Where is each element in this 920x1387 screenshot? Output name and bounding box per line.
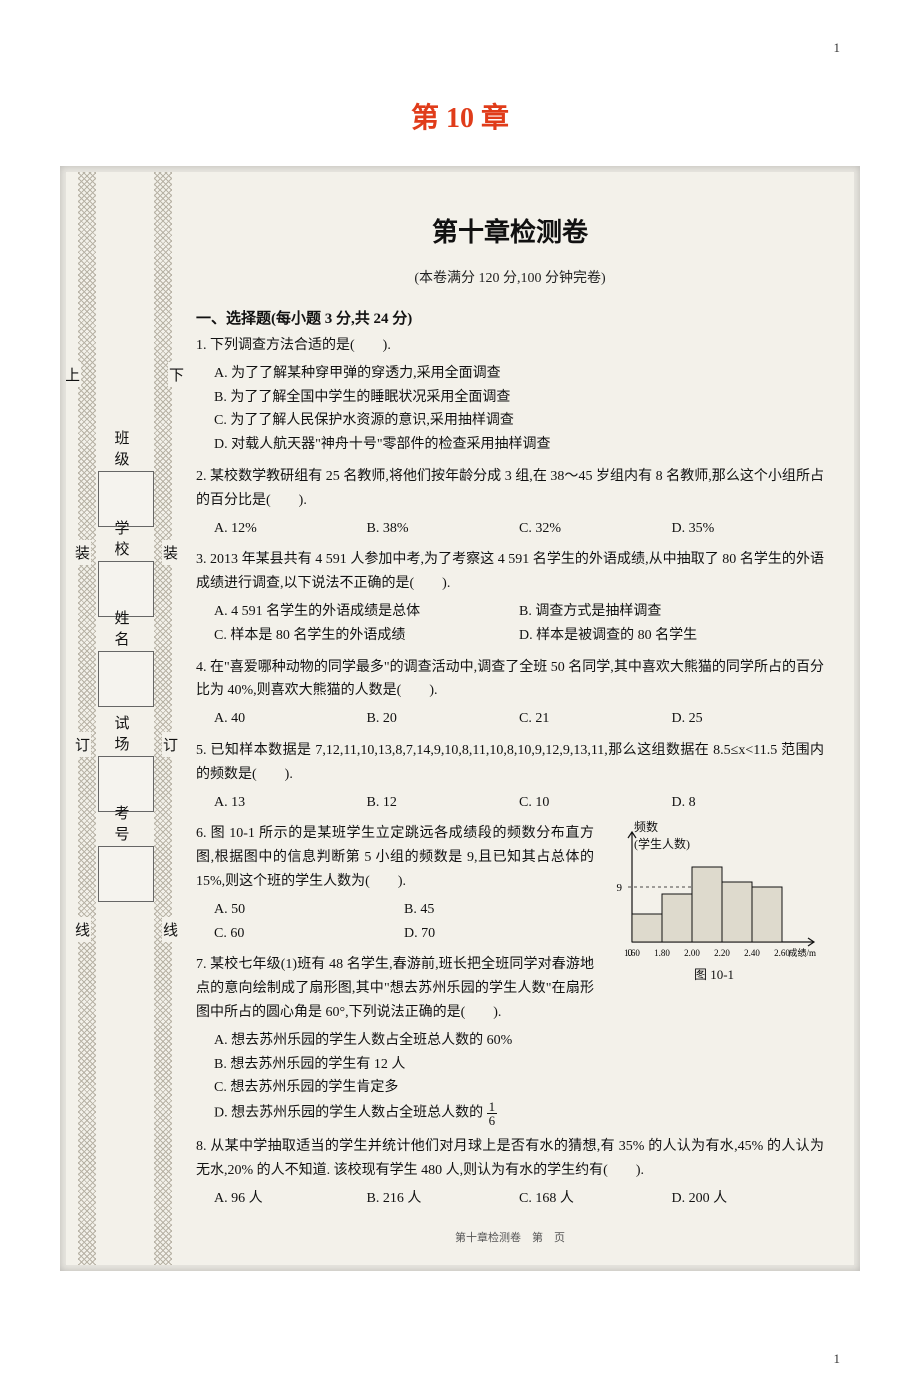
q5-opt-c: C. 10 (519, 791, 672, 815)
box-group: 班 级 (98, 427, 154, 527)
q8-stem: 8. 从某中学抽取适当的学生并统计他们对月球上是否有水的猜想,有 35% 的人认… (196, 1135, 824, 1183)
exam-subtitle: (本卷满分 120 分,100 分钟完卷) (196, 267, 824, 287)
q4-opt-a: A. 40 (214, 707, 367, 731)
q3-opt-a: A. 4 591 名学生的外语成绩是总体 (214, 600, 519, 624)
q3-opt-b: B. 调查方式是抽样调查 (519, 600, 824, 624)
q7-opt-b: B. 想去苏州乐园的学生有 12 人 (214, 1053, 824, 1077)
q1-opt-b: B. 为了了解全国中学生的睡眠状况采用全面调查 (214, 386, 824, 410)
q7-opt-c: C. 想去苏州乐园的学生肯定多 (214, 1076, 824, 1100)
q7-opt-a: A. 想去苏州乐园的学生人数占全班总人数的 60% (214, 1029, 824, 1053)
histogram-chart: 频数 (学生人数) 9 0 1.601.802.002.202.402.60成绩… (604, 822, 824, 987)
q4-stem: 4. 在"喜爱哪种动物的同学最多"的调查活动中,调查了全班 50 名同学,其中喜… (196, 656, 824, 704)
vert-char: 装 (74, 540, 91, 565)
svg-text:1.60: 1.60 (624, 948, 640, 958)
section-1-heading: 一、选择题(每小题 3 分,共 24 分) (196, 307, 824, 328)
vert-char: 装 (162, 540, 179, 565)
input-box (98, 651, 154, 707)
q5-stem: 5. 已知样本数据是 7,12,11,10,13,8,7,14,9,10,8,1… (196, 739, 824, 787)
q5-options: A. 13 B. 12 C. 10 D. 8 (196, 791, 824, 815)
q1-opt-a: A. 为了了解某种穿甲弹的穿透力,采用全面调查 (214, 362, 824, 386)
svg-text:成绩/m: 成绩/m (788, 947, 816, 958)
box-group: 考 号 (98, 802, 154, 902)
q4-opt-b: B. 20 (367, 707, 520, 731)
vert-char: 线 (162, 917, 179, 942)
chart-caption: 图 10-1 (604, 964, 824, 983)
scan-wrap: 上 下 装 装 订 订 线 线 班 级 学 校 姓 名 (60, 166, 860, 1271)
q7-options: A. 想去苏州乐园的学生人数占全班总人数的 60% B. 想去苏州乐园的学生有 … (196, 1029, 824, 1127)
q7-opt-d: D. 想去苏州乐园的学生人数占全班总人数的 1 6 (214, 1100, 824, 1127)
footer-text: 第十章检测卷 第 页 (196, 1229, 824, 1245)
box-label: 学 校 (98, 517, 154, 559)
q1-stem: 1. 下列调查方法合适的是( ). (196, 334, 824, 358)
q6-opt-c: C. 60 (214, 922, 404, 946)
chapter-prefix: 第 (411, 103, 446, 134)
q2-opt-a: A. 12% (214, 517, 367, 541)
q8-options: A. 96 人 B. 216 人 C. 168 人 D. 200 人 (196, 1187, 824, 1211)
hatch-left (78, 172, 96, 1265)
chapter-number: 10 (446, 103, 474, 134)
box-group: 姓 名 (98, 607, 154, 707)
vert-char: 订 (162, 732, 179, 757)
chart-ytick: 9 (617, 882, 623, 894)
svg-text:1.80: 1.80 (654, 948, 670, 958)
q6-opt-a: A. 50 (214, 898, 404, 922)
q4-options: A. 40 B. 20 C. 21 D. 25 (196, 707, 824, 731)
chapter-suffix: 章 (474, 103, 509, 134)
fraction: 1 6 (487, 1100, 498, 1127)
q3-stem: 3. 2013 年某县共有 4 591 人参加中考,为了考察这 4 591 名学… (196, 548, 824, 596)
q8-opt-c: C. 168 人 (519, 1187, 672, 1211)
q3-options: A. 4 591 名学生的外语成绩是总体 B. 调查方式是抽样调查 C. 样本是… (196, 600, 824, 648)
scan-page: 上 下 装 装 订 订 线 线 班 级 学 校 姓 名 (66, 172, 854, 1265)
page-number-top: 1 (60, 40, 860, 56)
box-group: 试 场 (98, 712, 154, 812)
q2-opt-b: B. 38% (367, 517, 520, 541)
q1-opt-d: D. 对载人航天器"神舟十号"零部件的检查采用抽样调查 (214, 433, 824, 457)
q5-opt-a: A. 13 (214, 791, 367, 815)
q6-wrap: 频数 (学生人数) 9 0 1.601.802.002.202.402.60成绩… (196, 822, 824, 1024)
q8-opt-b: B. 216 人 (367, 1187, 520, 1211)
chapter-heading: 第 10 章 (60, 96, 860, 136)
q8-opt-a: A. 96 人 (214, 1187, 367, 1211)
q2-opt-d: D. 35% (672, 517, 825, 541)
q4-opt-c: C. 21 (519, 707, 672, 731)
box-label: 姓 名 (98, 607, 154, 649)
box-group: 学 校 (98, 517, 154, 617)
q1-opt-c: C. 为了了解人民保护水资源的意识,采用抽样调查 (214, 409, 824, 433)
svg-text:2.20: 2.20 (714, 948, 730, 958)
q6-opt-b: B. 45 (404, 898, 594, 922)
vert-char: 下 (168, 362, 185, 387)
q6-opt-d: D. 70 (404, 922, 594, 946)
svg-text:2.00: 2.00 (684, 948, 700, 958)
box-label: 试 场 (98, 712, 154, 754)
q2-stem: 2. 某校数学教研组有 25 名教师,将他们按年龄分成 3 组,在 38～45 … (196, 465, 824, 513)
exam-title: 第十章检测卷 (196, 212, 824, 249)
q3-opt-d: D. 样本是被调查的 80 名学生 (519, 624, 824, 648)
chart-ylabel: 频数 (学生人数) (634, 818, 690, 852)
binding-column: 上 下 装 装 订 订 线 线 班 级 学 校 姓 名 (66, 172, 181, 1265)
q1-options: A. 为了了解某种穿甲弹的穿透力,采用全面调查 B. 为了了解全国中学生的睡眠状… (196, 362, 824, 457)
vert-char: 上 (66, 362, 81, 387)
svg-text:2.40: 2.40 (744, 948, 760, 958)
box-label: 考 号 (98, 802, 154, 844)
q5-opt-b: B. 12 (367, 791, 520, 815)
q2-options: A. 12% B. 38% C. 32% D. 35% (196, 517, 824, 541)
q4-opt-d: D. 25 (672, 707, 825, 731)
q5-opt-d: D. 8 (672, 791, 825, 815)
input-box (98, 846, 154, 902)
vert-char: 订 (74, 732, 91, 757)
q8-opt-d: D. 200 人 (672, 1187, 825, 1211)
page-number-bottom: 1 (60, 1351, 860, 1367)
q3-opt-c: C. 样本是 80 名学生的外语成绩 (214, 624, 519, 648)
box-label: 班 级 (98, 427, 154, 469)
q2-opt-c: C. 32% (519, 517, 672, 541)
vert-char: 线 (74, 917, 91, 942)
